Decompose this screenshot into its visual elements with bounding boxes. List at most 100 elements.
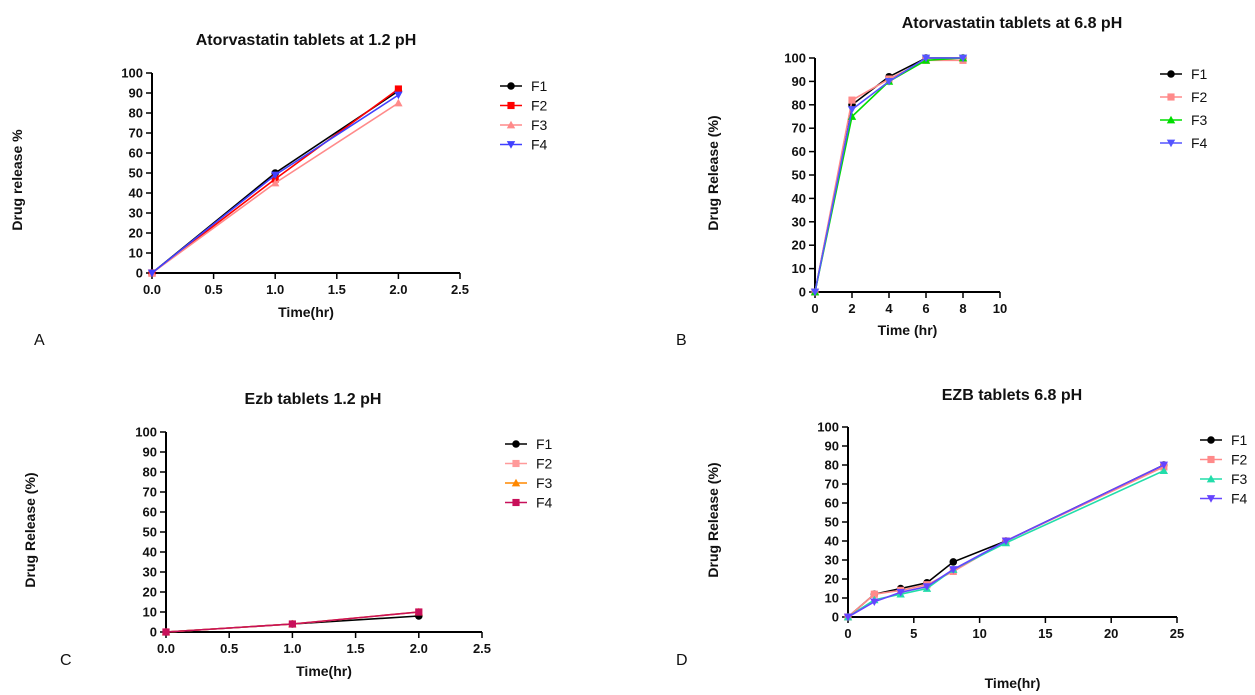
x-tick-label: 0 <box>811 301 818 316</box>
legend-item-f1: F1 <box>505 436 553 452</box>
series-line <box>814 59 963 293</box>
legend-label: F3 <box>531 117 548 133</box>
y-tick-label: 70 <box>143 485 157 500</box>
series-f4 <box>147 91 403 278</box>
data-point <box>922 583 932 591</box>
x-tick-label: 10 <box>993 301 1007 316</box>
x-tick-label: 0.0 <box>143 282 161 297</box>
data-point <box>1001 537 1011 546</box>
y-tick-label: 100 <box>135 425 157 440</box>
legend-marker <box>511 478 521 487</box>
x-tick-label: 4 <box>885 301 893 316</box>
data-point <box>870 590 878 598</box>
panel-label: C <box>60 652 72 669</box>
series-f3 <box>147 98 403 277</box>
y-tick-label: 20 <box>825 572 839 587</box>
x-tick-label: 6 <box>922 301 929 316</box>
y-axis-label: Drug Release (%) <box>705 462 721 577</box>
legend-marker <box>1207 455 1215 464</box>
data-point <box>949 558 958 566</box>
x-tick-label: 2 <box>848 301 855 316</box>
y-tick-label: 30 <box>143 565 157 580</box>
y-tick-label: 100 <box>784 51 806 66</box>
x-axis-label: Time(hr) <box>296 663 352 679</box>
series-f4 <box>810 54 968 297</box>
y-tick-label: 70 <box>129 126 143 141</box>
x-tick-label: 2.5 <box>473 641 491 656</box>
chart-title: Atorvastatin tablets at 1.2 pH <box>196 32 417 49</box>
data-point <box>921 54 931 63</box>
legend-marker <box>1166 139 1176 148</box>
y-tick-label: 50 <box>825 515 839 530</box>
legend-label: F1 <box>531 78 548 94</box>
y-axis-label: Drug Release (%) <box>22 472 38 587</box>
x-tick-label: 20 <box>1104 626 1118 641</box>
legend-marker <box>507 101 515 110</box>
y-tick-label: 40 <box>792 191 806 206</box>
legend-marker <box>1167 93 1175 101</box>
x-tick-label: 1.5 <box>328 282 346 297</box>
legend-marker <box>1207 436 1215 444</box>
legend-marker <box>1206 495 1216 503</box>
series-f4 <box>162 608 423 636</box>
legend-item-f3: F3 <box>1160 112 1208 128</box>
data-point <box>896 588 905 597</box>
legend-label: F1 <box>536 436 553 452</box>
data-point <box>884 78 894 86</box>
legend-item-f3: F3 <box>505 475 553 491</box>
data-point <box>415 608 423 616</box>
y-tick-label: 100 <box>817 420 839 435</box>
x-tick-label: 2.5 <box>451 282 469 297</box>
y-tick-label: 30 <box>825 553 839 568</box>
y-tick-label: 0 <box>832 610 839 625</box>
data-point <box>271 178 280 187</box>
y-tick-label: 50 <box>143 525 157 540</box>
data-point <box>147 269 157 278</box>
y-tick-label: 60 <box>792 144 806 159</box>
x-tick-label: 2.0 <box>410 641 428 656</box>
x-tick-label: 0.0 <box>157 641 175 656</box>
y-tick-label: 60 <box>129 146 143 161</box>
legend-label: F1 <box>1191 66 1208 82</box>
x-tick-label: 2.0 <box>389 282 407 297</box>
legend-marker <box>507 82 515 90</box>
chart-title: EZB tablets 6.8 pH <box>942 387 1082 404</box>
data-point <box>162 628 170 636</box>
x-tick-label: 0.5 <box>205 282 223 297</box>
legend-item-f2: F2 <box>1200 452 1248 468</box>
x-tick-label: 5 <box>910 626 917 641</box>
legend-marker <box>506 120 516 129</box>
legend-label: F3 <box>536 475 553 491</box>
x-tick-label: 1.0 <box>266 282 284 297</box>
x-tick-label: 1.5 <box>347 641 365 656</box>
legend-marker <box>506 141 516 149</box>
data-point <box>958 54 968 63</box>
y-tick-label: 0 <box>136 266 143 281</box>
chart-panel-c: Ezb tablets 1.2 pH 0 10 20 30 40 50 60 70 80 90 100… <box>22 391 553 679</box>
y-tick-label: 30 <box>129 206 143 221</box>
x-axis-label: Time(hr) <box>278 304 334 320</box>
series-f4 <box>843 461 1169 622</box>
data-point <box>1159 466 1169 475</box>
legend-marker <box>512 440 520 448</box>
y-tick-label: 90 <box>129 86 143 101</box>
y-tick-label: 10 <box>143 605 157 620</box>
legend-item-f4: F4 <box>505 495 553 511</box>
legend-marker <box>1206 474 1216 483</box>
x-tick-label: 0.5 <box>220 641 238 656</box>
y-tick-label: 50 <box>792 168 806 183</box>
legend-item-f4: F4 <box>1160 135 1208 151</box>
x-tick-label: 25 <box>1170 626 1184 641</box>
legend-item-f2: F2 <box>1160 89 1208 105</box>
y-tick-label: 20 <box>143 585 157 600</box>
y-tick-label: 40 <box>143 545 157 560</box>
x-tick-label: 8 <box>959 301 966 316</box>
y-tick-label: 40 <box>825 534 839 549</box>
legend-item-f1: F1 <box>500 78 548 94</box>
y-tick-label: 90 <box>143 445 157 460</box>
data-point <box>848 96 856 104</box>
legend-label: F4 <box>1191 135 1208 151</box>
chart-title: Atorvastatin tablets at 6.8 pH <box>902 15 1123 32</box>
series-f1 <box>811 54 967 296</box>
